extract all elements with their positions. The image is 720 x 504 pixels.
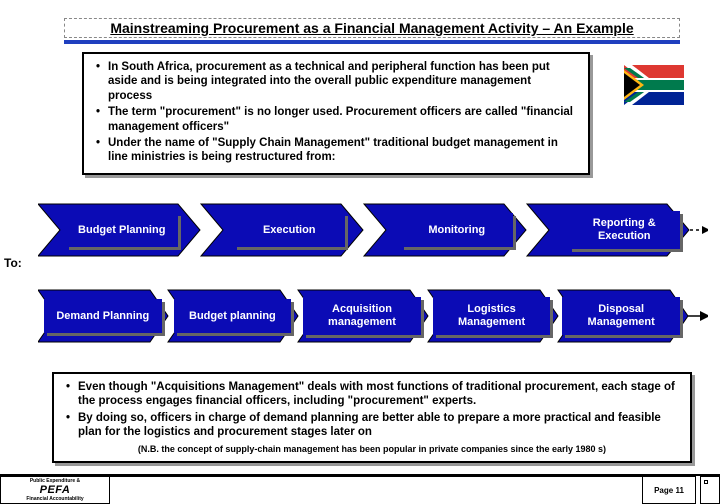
nb-note: (N.B. the concept of supply-chain manage… <box>64 444 680 455</box>
pefa-bottom-line: Financial Accountability <box>3 496 107 502</box>
page-title: Mainstreaming Procurement as a Financial… <box>64 18 680 38</box>
list-item: Under the name of "Supply Chain Manageme… <box>108 136 578 165</box>
pefa-main: PEFA <box>3 484 107 496</box>
to-label: To: <box>4 256 22 270</box>
stage-box: Demand Planning <box>44 299 162 333</box>
top-info-box: In South Africa, procurement as a techni… <box>82 52 590 175</box>
stage-box: Acquisition management <box>303 297 421 334</box>
flow-row-to: Demand Planning Budget planning Acquisit… <box>38 284 708 348</box>
list-item: In South Africa, procurement as a techni… <box>108 60 578 103</box>
stage-box: Budget planning <box>174 299 292 333</box>
south-africa-flag-icon <box>624 64 684 106</box>
list-item: The term "procurement" is no longer used… <box>108 105 578 134</box>
stage-box: Execution <box>234 213 346 247</box>
footer: Public Expenditure & PEFA Financial Acco… <box>0 476 720 504</box>
title-underline <box>64 40 680 44</box>
list-item: By doing so, officers in charge of deman… <box>78 411 680 440</box>
page-number: Page 11 <box>642 476 696 504</box>
stage-box: Budget Planning <box>66 213 178 247</box>
corner-icon <box>700 476 720 504</box>
stage-box: Reporting & Execution <box>569 211 681 248</box>
flow-row-from: Budget Planning Execution Monitoring Rep… <box>38 198 708 262</box>
stage-box: Monitoring <box>401 213 513 247</box>
pefa-logo: Public Expenditure & PEFA Financial Acco… <box>0 476 110 504</box>
stage-box: Disposal Management <box>562 297 680 334</box>
stage-box: Logistics Management <box>433 297 551 334</box>
bottom-info-box: Even though "Acquisitions Management" de… <box>52 372 692 463</box>
list-item: Even though "Acquisitions Management" de… <box>78 380 680 409</box>
